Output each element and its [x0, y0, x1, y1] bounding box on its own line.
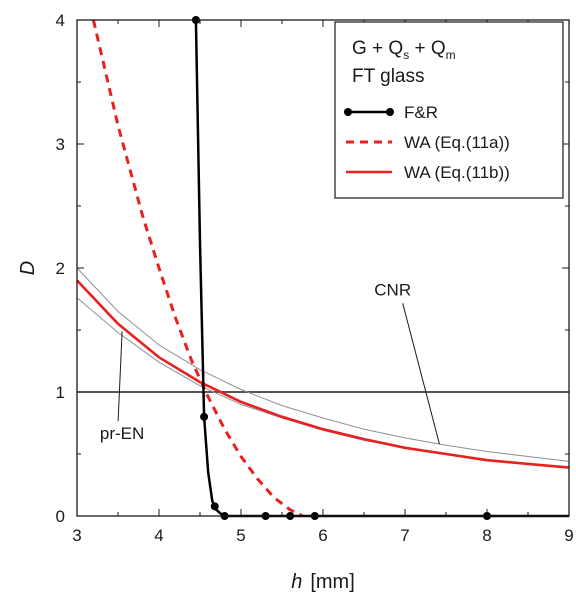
- legend-marker-right: [386, 108, 394, 116]
- x-axis-label: h [mm]: [291, 571, 355, 593]
- x-tick-label-5: 5: [236, 526, 245, 545]
- series-line-pr-en: [76, 297, 570, 469]
- y-tick-label-2: 2: [56, 259, 65, 278]
- series-line-wa-eq-11b-: [76, 279, 570, 469]
- plot-frame: [76, 19, 570, 517]
- x-axis-unit: [mm]: [310, 571, 354, 593]
- y-tick-label-4: 4: [56, 11, 65, 30]
- legend-label-2: WA (Eq.(11b)): [404, 163, 510, 182]
- x-tick-label-6: 6: [318, 526, 327, 545]
- y-axis-label: D: [17, 261, 39, 275]
- legend-marker-left: [344, 108, 352, 116]
- series-line-cnr: [76, 267, 570, 462]
- x-tick-label-9: 9: [564, 526, 573, 545]
- x-tick-label-7: 7: [400, 526, 409, 545]
- x-tick-label-8: 8: [482, 526, 491, 545]
- legend-entries: F&R WA (Eq.(11a)) WA (Eq.(11b)): [344, 103, 510, 182]
- series-point-f-r: [200, 412, 209, 421]
- annotation-pr-en: pr-EN: [100, 424, 144, 443]
- annotation-leader-cnr: [402, 303, 440, 445]
- annotation-cnr: CNR: [374, 280, 411, 299]
- series-point-f-r: [210, 502, 219, 511]
- legend-label-1: WA (Eq.(11a)): [404, 133, 510, 152]
- tick-labels: 3 4 5 6 7 8 9 0 1 2 3 4: [56, 11, 574, 545]
- legend-box: [334, 21, 564, 199]
- legend-title-line2: FT glass: [352, 66, 425, 87]
- x-axis-symbol: h: [291, 571, 302, 593]
- annotations-group: CNR pr-EN: [100, 280, 440, 445]
- y-tick-label-0: 0: [56, 507, 65, 526]
- y-tick-label-1: 1: [56, 383, 65, 402]
- legend-title-line1: G + Qs + Qm: [352, 38, 456, 62]
- legend-label-0: F&R: [404, 103, 438, 122]
- x-tick-label-3: 3: [72, 526, 81, 545]
- series-line-wa-eq-11a-: [91, 19, 304, 518]
- x-tick-label-4: 4: [154, 526, 163, 545]
- legend: G + Qs + Qm FT glass F&R WA (Eq.(11a)) WA …: [334, 21, 564, 199]
- y-tick-label-3: 3: [56, 135, 65, 154]
- annotation-leader-pr-en: [117, 331, 123, 422]
